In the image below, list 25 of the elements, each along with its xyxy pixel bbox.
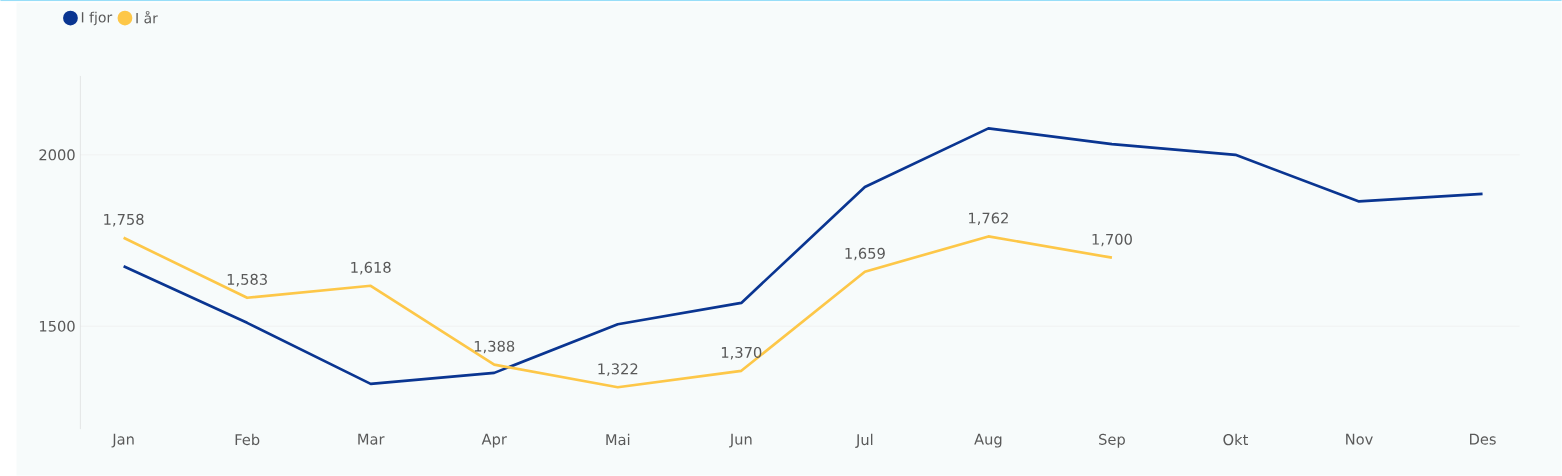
data-label: 1,618 [351,261,391,275]
x-tick-label: Mar [358,433,385,445]
data-label: 1,583 [227,273,267,287]
y-tick-label: 1500 [39,320,75,332]
legend-label: I fjor [81,11,113,26]
data-label: 1,700 [1092,233,1132,247]
x-tick-label: Aug [974,433,1002,448]
data-label: 1,659 [845,247,885,261]
data-label: 1,758 [104,213,144,227]
x-tick-label: Nov [1346,433,1373,445]
x-tick-label: Jan [111,433,134,448]
data-label: 1,370 [721,347,762,360]
x-tick-label: Okt [1223,433,1248,446]
x-tick-label: Feb [235,433,260,446]
x-tick-label: Sep [1099,433,1125,448]
x-tick-label: Jul [855,433,873,449]
legend-label: I år [136,11,158,24]
x-tick-label: Jun [729,433,752,448]
x-tick-label: Apr [481,433,507,448]
x-tick-label: Mai [606,433,630,446]
y-tick-label: 2000 [39,149,75,161]
x-tick-label: Des [1470,433,1496,445]
data-label: 1,322 [598,363,638,377]
data-label: 1,762 [969,212,1008,226]
data-label: 1,388 [474,340,515,354]
